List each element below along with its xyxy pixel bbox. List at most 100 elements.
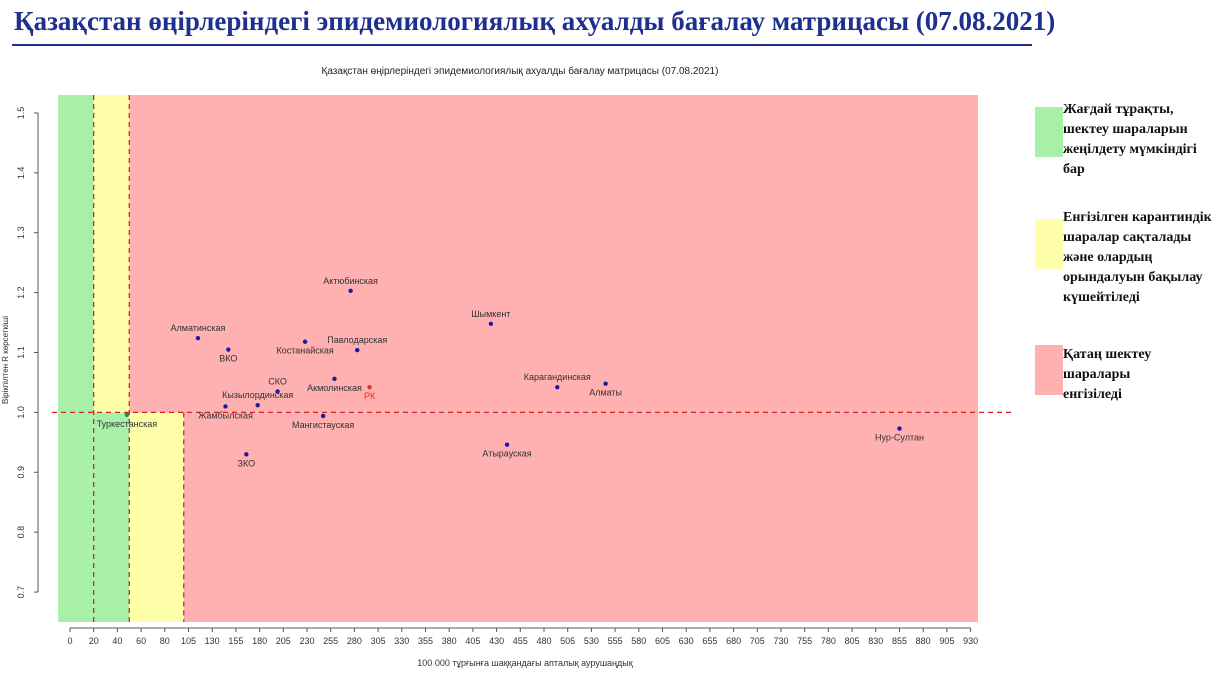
x-tick-label: 505 [560,636,575,646]
threshold-lines [52,95,1015,622]
x-tick-label: 630 [679,636,694,646]
chart-title: Қазақстан өңірлеріндегі эпидемиологиялық… [321,66,719,77]
y-tick-label: 1.3 [16,226,26,239]
legend-swatch-red [1035,345,1063,395]
point-6 [275,389,280,394]
point-label-11: Кызылординская [222,390,293,400]
point-label-7: Акмолинская [307,383,362,393]
point-11 [255,403,260,408]
point-label-9: Карагандинская [524,372,591,382]
x-tick-label: 655 [702,636,717,646]
point-label-6: СКО [268,376,287,386]
x-tick-label: 780 [821,636,836,646]
x-tick-label: 555 [608,636,623,646]
point-7 [332,376,337,382]
point-label-5: Павлодарская [327,335,387,345]
point-label-17: Нур-Султан [875,433,924,443]
title-underline [12,44,1032,46]
x-tick-label: 880 [916,636,931,646]
x-tick-label: 305 [371,636,386,646]
x-tick-label: 280 [347,636,362,646]
x-tick-label: 355 [418,636,433,646]
x-tick-label: 130 [205,636,220,646]
y-axis-label: Вірікпілтен R көрсеткіші [1,316,10,404]
point-13 [320,413,326,419]
x-tick-label: 255 [323,636,338,646]
region-yellow-3 [129,412,184,622]
x-tick-label: 60 [136,636,146,646]
y-tick-label: 0.9 [16,466,26,479]
point-16 [244,452,249,457]
y-tick-label: 0.7 [16,586,26,599]
point-14 [124,412,130,417]
point-label-16: ЗКО [238,458,256,468]
y-tick-label: 1.1 [16,346,26,359]
point-2 [195,335,201,341]
region-green-1 [93,412,130,622]
region-red-4 [129,95,978,413]
point-label-8: РК [364,391,376,401]
y-tick-label: 1.2 [16,286,26,299]
x-tick-label: 155 [228,636,243,646]
x-tick-label: 330 [394,636,409,646]
y-tick-label: 1.5 [16,107,26,120]
point-10 [603,381,608,386]
x-tick-label: 205 [276,636,291,646]
point-label-3: ВКО [219,354,237,364]
region-green-0 [58,95,94,622]
point-3 [226,347,231,352]
point-label-13: Мангистауская [292,420,354,430]
x-tick-label: 105 [181,636,196,646]
point-label-12: Жамбылская [198,410,253,420]
point-label-4: Костанайская [276,346,333,356]
point-17 [897,426,902,431]
x-tick-label: 0 [67,636,72,646]
point-9 [555,385,560,390]
x-tick-label: 805 [845,636,860,646]
x-tick-label: 530 [584,636,599,646]
point-12 [223,404,228,409]
x-tick-label: 830 [868,636,883,646]
x-tick-label: 40 [112,636,122,646]
y-tick-label: 1.0 [16,406,26,419]
x-tick-label: 730 [773,636,788,646]
legend-text-red: Қатаң шектеу шаралары енгізіледі [1063,347,1152,402]
page-title: Қазақстан өңірлеріндегі эпидемиологиялық… [14,6,1056,36]
x-tick-label: 605 [655,636,670,646]
x-tick-label: 930 [963,636,978,646]
point-label-2: Алматинская [171,323,226,333]
x-tick-label: 430 [489,636,504,646]
x-tick-label: 80 [160,636,170,646]
point-label-14: Туркестанская [97,419,158,429]
point-label-10: Алматы [589,388,622,398]
x-tick-label: 405 [465,636,480,646]
point-4 [302,339,308,344]
x-tick-label: 755 [797,636,812,646]
legend-text-green: Жағдай тұрақты, шектеу шараларын жеңілде… [1063,102,1197,177]
point-8 [367,385,372,390]
x-tick-label: 580 [631,636,646,646]
x-tick-label: 705 [750,636,765,646]
legend-text-yellow: Енгізілген карантиндік шаралар сақталады… [1063,210,1212,305]
region-yellow-2 [93,95,130,413]
x-tick-label: 380 [442,636,457,646]
x-tick-label: 455 [513,636,528,646]
zone-regions [58,95,978,622]
y-tick-label: 1.4 [16,167,26,180]
x-tick-label: 180 [252,636,267,646]
data-points: Актюбинская Шымкент Алматинская ВКО Костанай… [97,276,924,468]
point-label-0: Актюбинская [323,276,378,286]
point-0 [348,288,353,294]
point-label-1: Шымкент [471,309,510,319]
x-tick-label: 480 [536,636,551,646]
x-tick-label: 230 [299,636,314,646]
point-label-15: Атырауская [482,449,531,459]
axes: 0.7 0.8 0.9 1.0 1.1 1.2 1.3 1.4 1.5 Вірікпілтен R… [1,107,978,646]
y-tick-label: 0.8 [16,526,26,539]
x-axis-label: 100 000 тұрғынға шаққандағы апталық ауру… [417,658,633,668]
x-tick-label: 905 [939,636,954,646]
point-5 [355,347,360,353]
x-tick-label: 855 [892,636,907,646]
region-red-5 [183,412,978,622]
